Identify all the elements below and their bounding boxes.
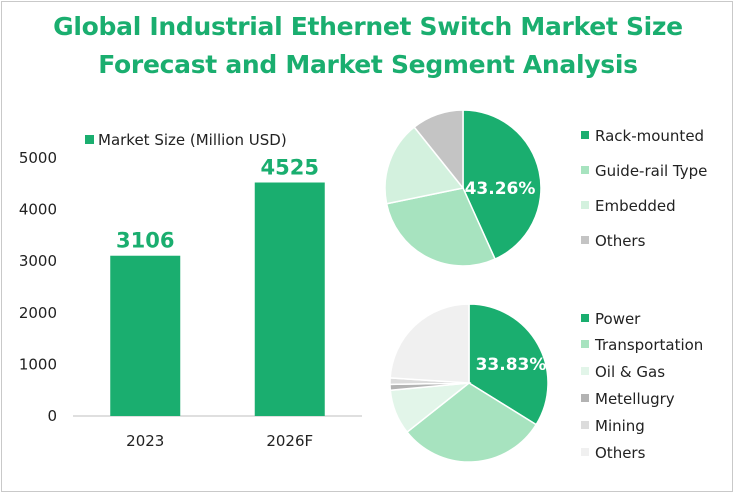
pie-chart-product-type: 43.26% Rack-mounted Guide-rail Type Embedde… <box>384 109 707 267</box>
bar-chart: 0 1000 2000 3000 4000 5000 3106 2023 4525 2026F Ma… <box>19 131 362 450</box>
legend-swatch <box>581 421 589 429</box>
legend-swatch <box>581 340 589 348</box>
legend-swatch <box>581 367 589 375</box>
legend-label: Guide-rail Type <box>595 162 707 180</box>
legend-swatch <box>581 314 589 322</box>
legend-swatch <box>581 131 589 139</box>
legend-swatch <box>581 166 589 174</box>
legend-label: Others <box>595 232 646 250</box>
title-line-1: Global Industrial Ethernet Switch Market… <box>53 12 683 41</box>
pie-data-label: 43.26% <box>465 179 536 199</box>
chart-title: Global Industrial Ethernet Switch Market… <box>0 8 736 84</box>
pie-slice-transportation <box>406 382 538 463</box>
legend-label: Metellugry <box>595 390 675 408</box>
legend-label-market-size: Market Size (Million USD) <box>98 131 287 149</box>
pie-slice-rack-mounted <box>462 109 542 261</box>
legend-label: Embedded <box>595 197 676 215</box>
legend-swatch <box>581 201 589 209</box>
y-tick-label: 4000 <box>19 201 57 219</box>
legend-swatch <box>581 448 589 456</box>
y-tick-label: 0 <box>47 407 57 425</box>
bar-value-label: 4525 <box>261 156 319 180</box>
pie-slice-others <box>413 109 464 191</box>
pie-slice-embedded <box>384 126 465 205</box>
legend-label: Rack-mounted <box>595 127 704 145</box>
pie-chart-application: 33.83% Power Transportation Oil & Gas Metell… <box>389 303 703 463</box>
x-tick-label: 2023 <box>126 432 164 450</box>
title-line-2: Forecast and Market Segment Analysis <box>98 50 638 79</box>
x-tick-label: 2026F <box>266 432 313 450</box>
legend-label: Oil & Gas <box>595 363 665 381</box>
legend-label: Mining <box>595 417 645 435</box>
legend-label: Others <box>595 444 646 462</box>
pie-slice-guide-rail-type <box>385 187 497 267</box>
y-tick-label: 1000 <box>19 355 57 373</box>
legend-swatch <box>581 394 589 402</box>
legend-swatch <box>581 236 589 244</box>
legend-label: Transportation <box>594 336 703 354</box>
legend-swatch-market-size <box>85 135 94 144</box>
pie-data-label: 33.83% <box>476 355 547 375</box>
bar-2023 <box>110 255 181 416</box>
y-tick-label: 3000 <box>19 252 57 270</box>
y-tick-label: 2000 <box>19 304 57 322</box>
pie-slice-others <box>389 303 470 384</box>
y-tick-label: 5000 <box>19 149 57 167</box>
bar-value-label: 3106 <box>116 229 174 253</box>
bar-2026F <box>254 182 325 416</box>
legend-label: Power <box>595 310 641 328</box>
